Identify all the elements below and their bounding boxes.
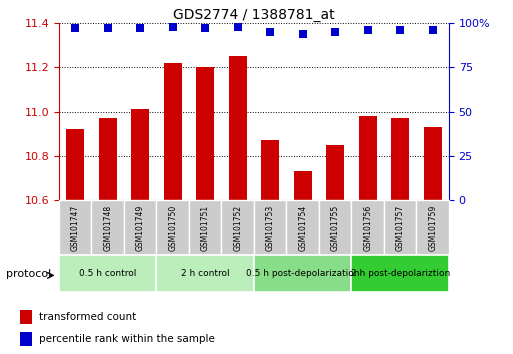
Bar [294,171,311,200]
Point [201,25,209,31]
Bar [164,63,182,200]
Bar [384,200,417,255]
Bar [59,200,91,255]
Text: 2 h post-depolariztion: 2 h post-depolariztion [350,269,450,278]
Bar [59,255,156,292]
Title: GDS2774 / 1388781_at: GDS2774 / 1388781_at [173,8,335,22]
Text: 2 h control: 2 h control [181,269,229,278]
Text: protocol: protocol [6,269,51,279]
Text: 0.5 h post-depolarization: 0.5 h post-depolarization [246,269,360,278]
Text: transformed count: transformed count [39,312,136,322]
Text: GSM101755: GSM101755 [331,204,340,251]
Bar [189,200,222,255]
Bar [254,255,351,292]
Text: GSM101759: GSM101759 [428,204,437,251]
Bar [351,200,384,255]
Bar [91,200,124,255]
Text: percentile rank within the sample: percentile rank within the sample [39,334,215,344]
Bar [196,67,214,200]
Point [396,27,404,33]
Bar [99,118,116,200]
Bar [286,200,319,255]
Text: GSM101750: GSM101750 [168,204,177,251]
Bar [156,255,254,292]
Point [428,27,437,33]
Text: GSM101747: GSM101747 [71,204,80,251]
Bar [156,200,189,255]
Bar [359,116,377,200]
Text: GSM101753: GSM101753 [266,204,274,251]
Bar [66,129,84,200]
Point [104,25,112,31]
Bar [20,310,32,324]
Text: GSM101752: GSM101752 [233,204,242,251]
Point [266,29,274,35]
Bar [131,109,149,200]
Bar [20,332,32,346]
Point [299,31,307,36]
Bar [229,56,247,200]
Bar [424,127,442,200]
Bar [391,118,409,200]
Text: GSM101757: GSM101757 [396,204,405,251]
Bar [124,200,156,255]
Point [71,25,80,31]
Point [233,24,242,29]
Bar [261,140,279,200]
Text: GSM101756: GSM101756 [363,204,372,251]
Text: GSM101754: GSM101754 [298,204,307,251]
Bar [417,200,449,255]
Bar [326,145,344,200]
Text: GSM101748: GSM101748 [103,204,112,251]
Point [136,25,144,31]
Bar [222,200,254,255]
Point [364,27,372,33]
Text: GSM101749: GSM101749 [136,204,145,251]
Point [331,29,339,35]
Text: GSM101751: GSM101751 [201,204,210,251]
Bar [319,200,351,255]
Bar [254,200,286,255]
Bar [351,255,449,292]
Text: 0.5 h control: 0.5 h control [79,269,136,278]
Point [169,24,177,29]
